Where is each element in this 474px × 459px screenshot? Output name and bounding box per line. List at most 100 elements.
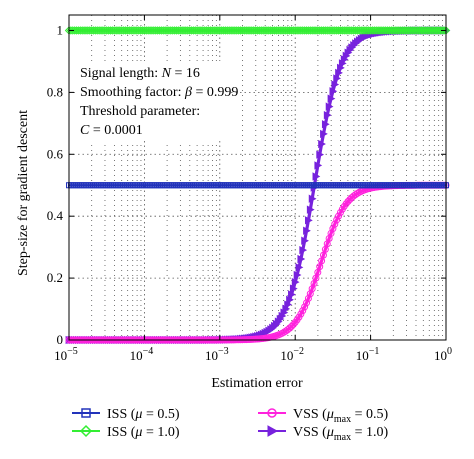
marker-diamond bbox=[117, 26, 126, 35]
marker-diamond bbox=[181, 26, 191, 35]
legend-label-iss-0.5: ISS (μ = 0.5) bbox=[107, 407, 180, 422]
marker-diamond bbox=[174, 26, 183, 35]
marker-diamond bbox=[85, 26, 94, 35]
marker-circle bbox=[303, 299, 311, 307]
marker-diamond bbox=[140, 26, 149, 35]
marker-diamond bbox=[421, 26, 430, 35]
marker-diamond bbox=[349, 26, 358, 35]
marker-diamond bbox=[149, 26, 159, 35]
marker-diamond bbox=[419, 26, 428, 35]
marker-diamond bbox=[281, 26, 290, 35]
marker-diamond bbox=[432, 26, 441, 35]
marker-triangle bbox=[303, 226, 311, 235]
marker-diamond bbox=[249, 26, 258, 35]
x-tick-label: 10−1 bbox=[356, 346, 380, 363]
marker-diamond bbox=[172, 26, 181, 35]
x-tick-label: 10−4 bbox=[130, 346, 154, 363]
marker-diamond bbox=[223, 26, 232, 35]
marker-diamond bbox=[300, 26, 309, 35]
marker-circle bbox=[342, 200, 350, 208]
marker-diamond bbox=[208, 26, 217, 35]
marker-diamond bbox=[392, 26, 402, 35]
marker-triangle bbox=[329, 87, 338, 96]
y-tick-label: 0.6 bbox=[47, 146, 64, 161]
marker-diamond bbox=[304, 26, 313, 35]
marker-diamond bbox=[404, 26, 413, 35]
marker-diamond bbox=[407, 26, 417, 35]
marker-diamond bbox=[241, 26, 251, 35]
marker-diamond bbox=[230, 26, 240, 35]
marker-diamond bbox=[341, 26, 351, 35]
marker-circle bbox=[327, 229, 335, 237]
legend-marker-square bbox=[81, 408, 91, 418]
marker-diamond bbox=[309, 26, 319, 35]
annotation-threshold-title: Threshold parameter: bbox=[80, 104, 200, 119]
marker-diamond bbox=[415, 26, 424, 35]
marker-diamond bbox=[134, 26, 143, 35]
marker-diamond bbox=[247, 26, 257, 35]
marker-diamond bbox=[147, 26, 157, 35]
marker-circle bbox=[333, 216, 341, 224]
marker-diamond bbox=[409, 26, 419, 35]
marker-diamond bbox=[279, 26, 289, 35]
series-square bbox=[66, 182, 449, 189]
marker-diamond bbox=[102, 26, 111, 35]
marker-diamond bbox=[83, 26, 93, 35]
marker-diamond bbox=[185, 26, 194, 35]
y-axis-label: Step-size for gradient descent bbox=[16, 110, 31, 276]
marker-diamond bbox=[168, 26, 177, 35]
grid-lines bbox=[69, 15, 446, 340]
marker-diamond bbox=[332, 26, 341, 35]
marker-diamond bbox=[215, 26, 225, 35]
marker-diamond bbox=[87, 26, 96, 35]
x-tick-label: 10−5 bbox=[54, 346, 78, 363]
marker-triangle bbox=[306, 205, 315, 214]
marker-diamond bbox=[356, 26, 366, 35]
marker-diamond bbox=[191, 26, 200, 35]
marker-diamond bbox=[289, 26, 298, 35]
marker-triangle bbox=[301, 236, 309, 245]
marker-diamond bbox=[258, 26, 268, 35]
marker-triangle bbox=[318, 139, 326, 149]
marker-diamond bbox=[434, 26, 443, 35]
marker-diamond bbox=[151, 26, 160, 35]
marker-diamond bbox=[183, 26, 192, 35]
marker-diamond bbox=[100, 26, 110, 35]
marker-triangle bbox=[323, 110, 332, 120]
marker-diamond bbox=[115, 26, 125, 35]
legend-marker-triangle bbox=[267, 425, 279, 437]
legend-label-iss-1.0: ISS (μ = 1.0) bbox=[107, 425, 180, 440]
marker-diamond bbox=[251, 26, 260, 35]
marker-diamond bbox=[411, 26, 421, 35]
marker-diamond bbox=[81, 26, 91, 35]
legend-marker-circle bbox=[267, 408, 277, 418]
marker-diamond bbox=[111, 26, 121, 35]
x-tick-label: 100 bbox=[434, 346, 452, 363]
marker-diamond bbox=[413, 26, 422, 35]
marker-triangle bbox=[288, 290, 296, 299]
marker-diamond bbox=[306, 26, 315, 35]
marker-diamond bbox=[334, 26, 343, 35]
annotation-threshold-value: C = 0.0001 bbox=[80, 123, 143, 138]
series-line bbox=[69, 183, 446, 342]
marker-diamond bbox=[307, 26, 317, 35]
marker-diamond bbox=[387, 26, 396, 35]
marker-diamond bbox=[290, 26, 300, 35]
marker-diamond bbox=[326, 26, 336, 35]
marker-diamond bbox=[264, 26, 274, 35]
marker-diamond bbox=[424, 26, 434, 35]
marker-diamond bbox=[106, 26, 115, 35]
marker-diamond bbox=[245, 26, 255, 35]
marker-circle bbox=[335, 212, 343, 220]
marker-diamond bbox=[394, 26, 404, 35]
marker-triangle bbox=[299, 245, 308, 255]
marker-diamond bbox=[262, 26, 272, 35]
marker-diamond bbox=[166, 26, 175, 35]
marker-diamond bbox=[113, 26, 123, 35]
marker-diamond bbox=[98, 26, 108, 35]
y-tick-label: 0.8 bbox=[47, 84, 63, 99]
marker-diamond bbox=[389, 26, 398, 35]
marker-triangle bbox=[327, 94, 336, 103]
marker-diamond bbox=[319, 26, 328, 35]
marker-diamond bbox=[321, 26, 330, 35]
